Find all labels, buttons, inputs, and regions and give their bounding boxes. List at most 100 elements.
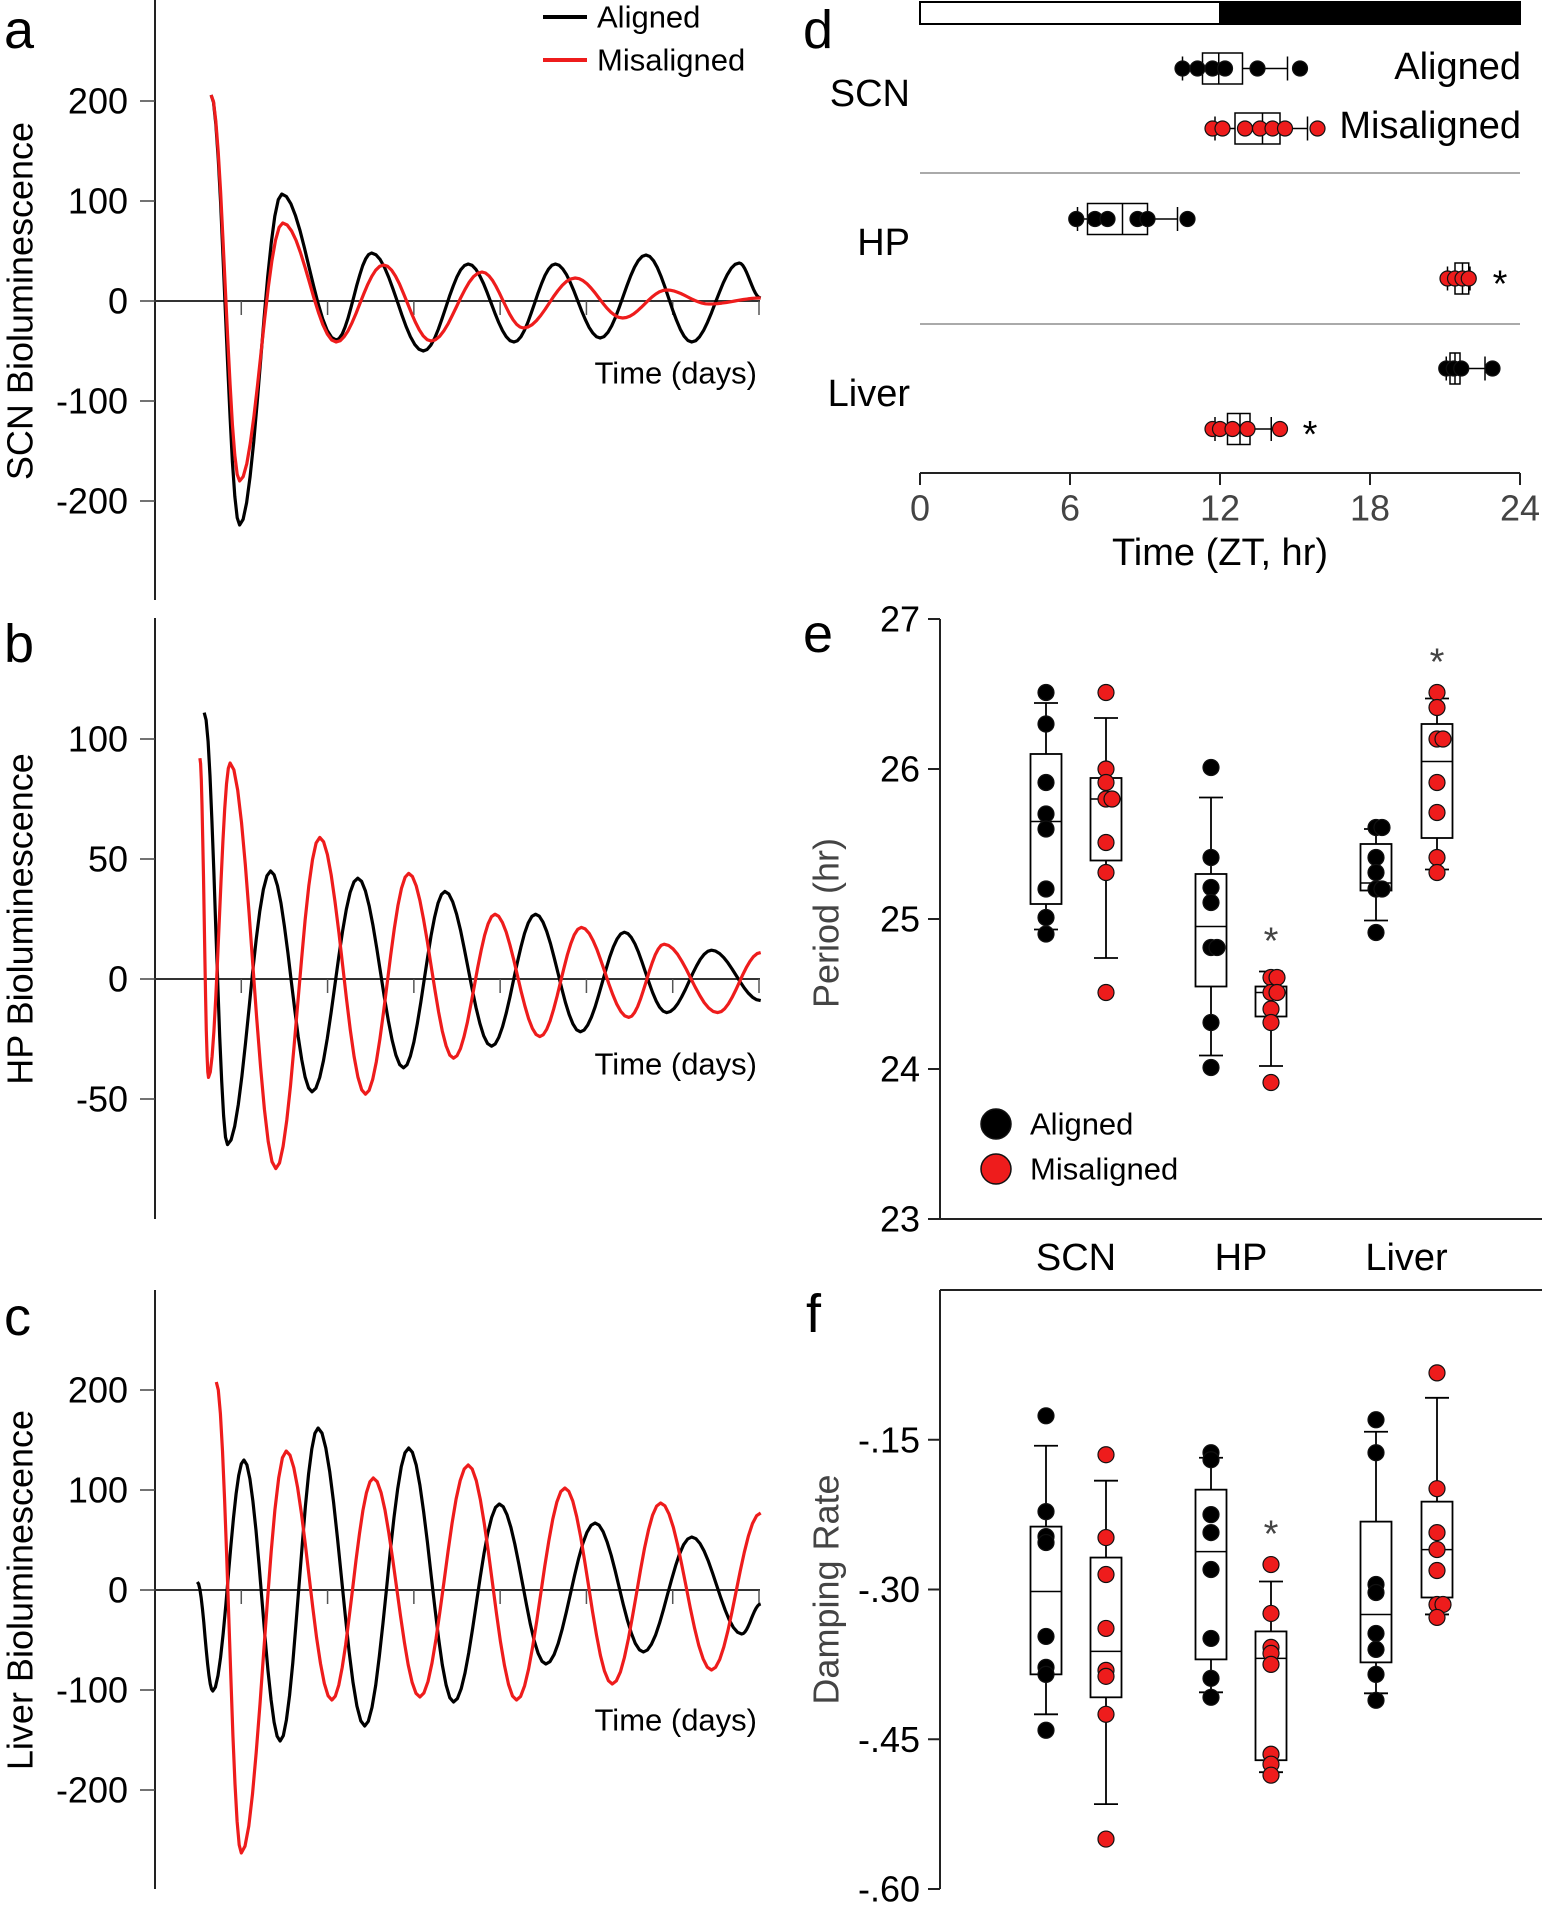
data-point bbox=[1373, 818, 1391, 837]
series-line-aligned bbox=[202, 712, 762, 1147]
data-point bbox=[1236, 120, 1254, 137]
data-point bbox=[1097, 1565, 1115, 1584]
series-line-misaligned bbox=[209, 94, 761, 483]
y-tick-label: -50 bbox=[76, 1079, 128, 1120]
y-tick-label: -200 bbox=[56, 481, 128, 522]
x-tick-label: 18 bbox=[1350, 488, 1390, 529]
x-axis-label: Time (days) bbox=[595, 356, 757, 391]
y-tick-label: 25 bbox=[880, 899, 920, 940]
y-tick-label: 0 bbox=[108, 1570, 128, 1611]
data-point bbox=[1434, 730, 1452, 748]
data-point bbox=[1367, 863, 1385, 882]
data-point bbox=[1037, 1503, 1055, 1521]
data-point bbox=[1037, 925, 1055, 943]
x-axis-label: Time (days) bbox=[595, 1703, 757, 1738]
dark-phase-bar bbox=[1219, 1, 1521, 25]
data-point bbox=[1367, 1444, 1385, 1462]
x-tick-label: 6 bbox=[1060, 488, 1080, 529]
data-point bbox=[1174, 60, 1191, 77]
data-point bbox=[1037, 1533, 1055, 1552]
significance-asterisk: * bbox=[1264, 921, 1279, 963]
data-point bbox=[1367, 1665, 1385, 1683]
data-point bbox=[1202, 1629, 1220, 1648]
data-point bbox=[1037, 820, 1055, 838]
x-axis-label: Time (days) bbox=[595, 1047, 757, 1082]
y-tick-label: -.15 bbox=[858, 1419, 920, 1460]
panel-letter: c bbox=[4, 1287, 31, 1347]
row-label: Misaligned bbox=[1339, 105, 1521, 147]
legend-label: Misaligned bbox=[1030, 1152, 1178, 1187]
data-point bbox=[1428, 1523, 1446, 1542]
significance-asterisk: * bbox=[1493, 264, 1508, 306]
significance-asterisk: * bbox=[1430, 642, 1445, 684]
data-point bbox=[1202, 1669, 1220, 1687]
panel-letter: b bbox=[4, 614, 34, 674]
data-point bbox=[1037, 805, 1055, 823]
y-tick-label: 100 bbox=[68, 719, 128, 760]
data-point bbox=[1202, 1058, 1220, 1077]
data-point bbox=[1428, 1540, 1446, 1559]
data-point bbox=[1428, 773, 1446, 792]
data-point bbox=[1460, 270, 1477, 287]
data-point bbox=[1367, 1624, 1385, 1643]
y-tick-label: 100 bbox=[68, 181, 128, 222]
box bbox=[1029, 1525, 1063, 1676]
data-point bbox=[1202, 1523, 1220, 1542]
data-point bbox=[1249, 60, 1266, 77]
category-label: Liver bbox=[1365, 1237, 1448, 1279]
tissue-label: Liver bbox=[828, 373, 911, 415]
data-point bbox=[1428, 683, 1446, 702]
data-point bbox=[1428, 1561, 1446, 1580]
data-point bbox=[1271, 420, 1289, 438]
data-point bbox=[1097, 1446, 1115, 1464]
series-line-misaligned bbox=[214, 1381, 762, 1855]
data-point bbox=[1097, 1667, 1115, 1685]
data-point bbox=[1367, 1691, 1385, 1709]
data-point bbox=[1103, 790, 1121, 808]
data-point bbox=[1139, 210, 1156, 228]
data-point bbox=[1367, 1411, 1385, 1429]
tissue-label: SCN bbox=[830, 73, 910, 115]
data-point bbox=[1202, 878, 1220, 897]
data-point bbox=[1453, 360, 1470, 377]
legend-marker bbox=[980, 1153, 1012, 1185]
data-point bbox=[1216, 60, 1234, 77]
data-point bbox=[1097, 983, 1115, 1002]
data-point bbox=[1428, 1480, 1446, 1498]
data-point bbox=[1097, 773, 1115, 792]
y-tick-label: 0 bbox=[108, 281, 128, 322]
data-point bbox=[1097, 833, 1115, 852]
y-axis-label: Period (hr) bbox=[806, 838, 847, 1008]
data-point bbox=[1268, 968, 1286, 987]
data-point bbox=[1484, 360, 1501, 377]
series-line-misaligned bbox=[198, 757, 762, 1171]
data-point bbox=[1276, 120, 1294, 137]
data-point bbox=[1189, 60, 1206, 77]
y-tick-label: 100 bbox=[68, 1470, 128, 1511]
y-tick-label: 200 bbox=[68, 1370, 128, 1411]
y-tick-label: 27 bbox=[880, 599, 920, 640]
x-tick-label: 12 bbox=[1200, 488, 1240, 529]
panel-letter: a bbox=[4, 0, 35, 60]
data-point bbox=[1202, 1560, 1220, 1579]
data-point bbox=[1202, 1013, 1220, 1032]
data-point bbox=[1262, 1655, 1280, 1673]
series-line-aligned bbox=[209, 94, 762, 527]
data-point bbox=[1097, 1619, 1115, 1638]
data-point bbox=[1037, 908, 1055, 927]
data-point bbox=[1262, 1073, 1280, 1092]
data-point bbox=[1097, 863, 1115, 882]
data-point bbox=[1037, 1721, 1055, 1739]
y-axis-label: Damping Rate bbox=[806, 1474, 847, 1704]
data-point bbox=[1202, 1451, 1220, 1469]
data-point bbox=[1037, 880, 1055, 898]
legend-label: Aligned bbox=[597, 0, 700, 35]
significance-asterisk: * bbox=[1264, 1514, 1279, 1556]
data-point bbox=[1428, 848, 1446, 867]
data-point bbox=[1367, 1583, 1385, 1602]
data-point bbox=[1037, 683, 1055, 702]
data-point bbox=[1262, 1013, 1280, 1032]
y-tick-label: 0 bbox=[108, 959, 128, 1000]
row-label: Aligned bbox=[1394, 46, 1521, 88]
